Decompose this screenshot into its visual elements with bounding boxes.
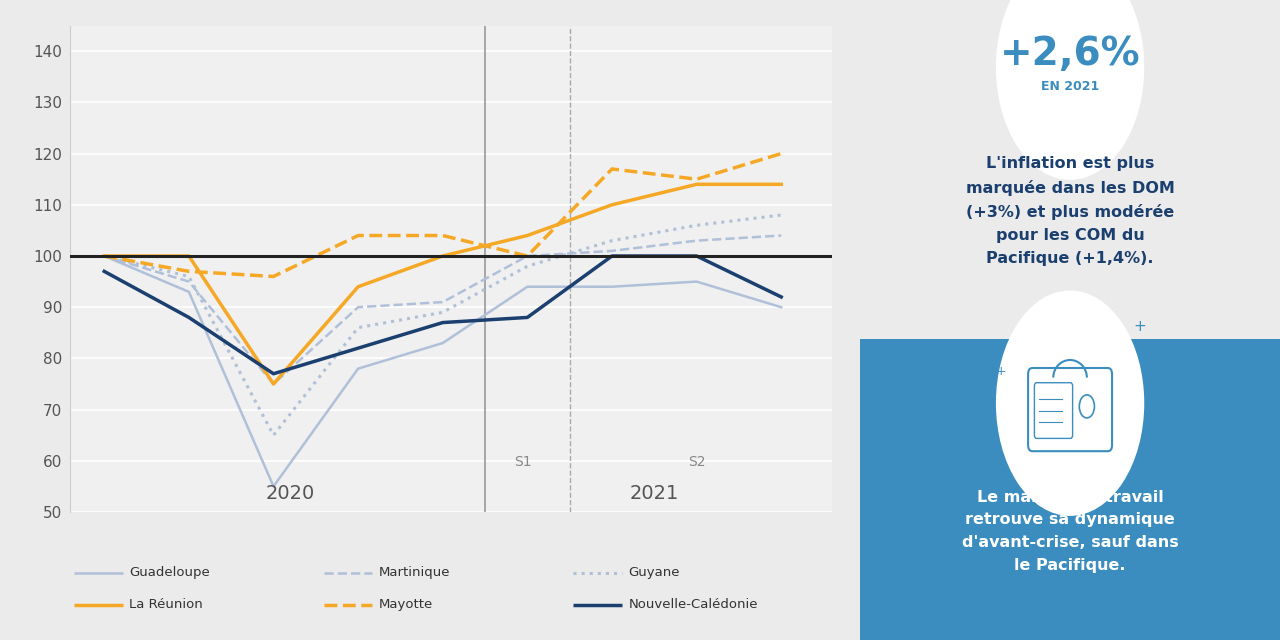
Text: Mayotte: Mayotte bbox=[379, 598, 433, 611]
Circle shape bbox=[1079, 395, 1094, 418]
Text: Martinique: Martinique bbox=[379, 566, 451, 579]
Bar bbox=[860, 339, 1280, 640]
Text: Guyane: Guyane bbox=[628, 566, 680, 579]
Text: L'inflation est plus
marquée dans les DOM
(+3%) et plus modérée
pour les COM du
: L'inflation est plus marquée dans les DO… bbox=[965, 156, 1175, 266]
Text: La Réunion: La Réunion bbox=[129, 598, 204, 611]
Text: +: + bbox=[1133, 319, 1146, 334]
FancyBboxPatch shape bbox=[1028, 368, 1112, 451]
Text: 2021: 2021 bbox=[630, 484, 678, 503]
FancyBboxPatch shape bbox=[1034, 383, 1073, 438]
Text: 2020: 2020 bbox=[266, 484, 315, 503]
Text: Nouvelle-Calédonie: Nouvelle-Calédonie bbox=[628, 598, 758, 611]
Text: S1: S1 bbox=[515, 455, 532, 469]
Circle shape bbox=[997, 0, 1143, 179]
Text: +2,6%: +2,6% bbox=[1000, 35, 1140, 74]
Text: +: + bbox=[1135, 460, 1148, 475]
Text: Guadeloupe: Guadeloupe bbox=[129, 566, 210, 579]
Circle shape bbox=[997, 291, 1143, 515]
Text: Le marché du travail
retrouve sa dynamique
d'avant-crise, sauf dans
le Pacifique: Le marché du travail retrouve sa dynamiq… bbox=[961, 490, 1179, 573]
Text: EN 2021: EN 2021 bbox=[1041, 80, 1100, 93]
Text: S2: S2 bbox=[687, 455, 705, 469]
Text: +: + bbox=[996, 365, 1006, 378]
